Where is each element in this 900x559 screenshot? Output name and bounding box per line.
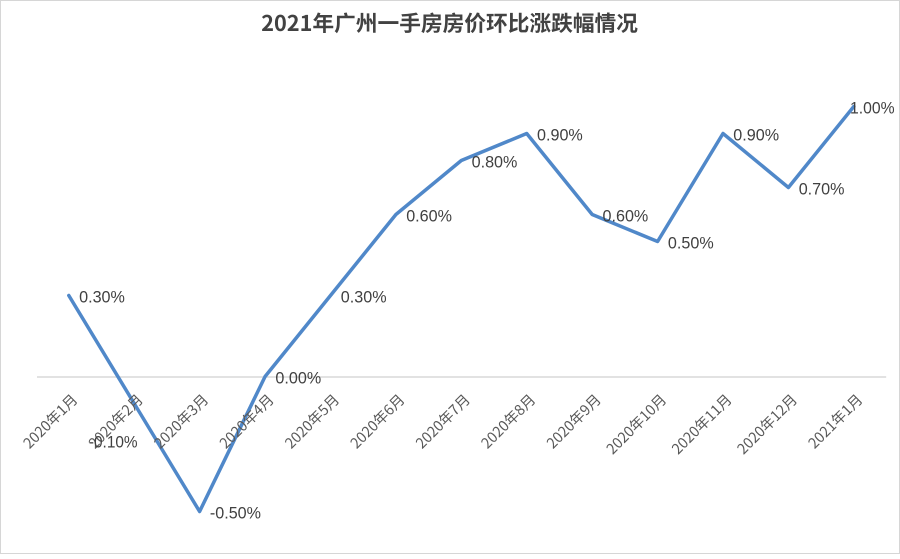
svg-text:0.30%: 0.30% [341,288,387,306]
svg-text:0.50%: 0.50% [668,234,714,252]
svg-text:0.80%: 0.80% [472,153,518,171]
svg-text:0.70%: 0.70% [799,180,845,198]
svg-text:1.00%: 1.00% [850,99,895,117]
svg-text:-0.10%: -0.10% [89,434,138,452]
svg-text:0.30%: 0.30% [79,288,125,306]
svg-text:-0.50%: -0.50% [210,504,261,522]
svg-text:0.90%: 0.90% [733,126,779,144]
svg-text:0.00%: 0.00% [275,369,321,387]
svg-text:0.60%: 0.60% [603,207,649,225]
svg-text:0.60%: 0.60% [406,207,452,225]
svg-text:0.90%: 0.90% [537,126,583,144]
